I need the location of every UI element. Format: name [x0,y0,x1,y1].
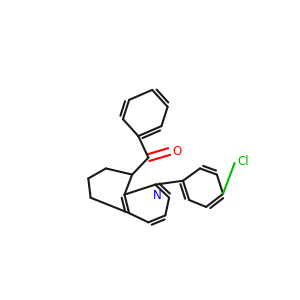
Text: O: O [172,145,182,158]
Text: N: N [152,189,161,202]
Text: Cl: Cl [238,155,249,168]
